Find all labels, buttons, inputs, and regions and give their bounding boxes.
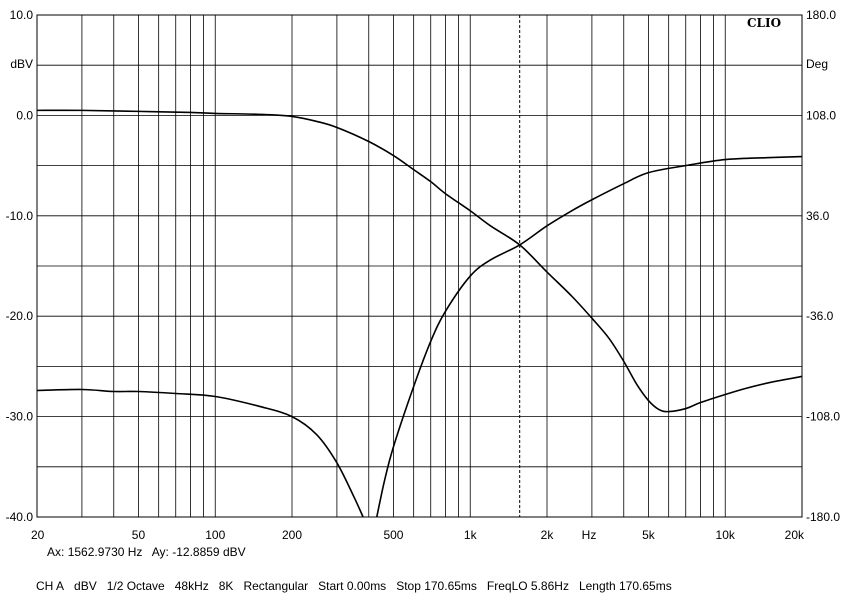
series-line-3 (375, 155, 803, 518)
y-right-tick-label: -36.0 (806, 309, 834, 323)
measurement-status-bar: CH A dBV 1/2 Octave 48kHz 8K Rectangular Start… (36, 579, 682, 593)
status-item: Rectangular (243, 579, 309, 593)
clio-brand-label: CLIO (747, 16, 781, 30)
ay-value: -12.8859 dBV (172, 545, 246, 559)
status-item: 1/2 Octave (106, 579, 165, 593)
y-left-tick-label: -20.0 (6, 309, 34, 323)
chart-curves (36, 109, 803, 518)
status-item: 48kHz (174, 579, 209, 593)
x-tick-label: 50 (132, 528, 146, 540)
y-right-tick-label: -108.0 (806, 410, 840, 424)
y-right-unit-label: Deg (806, 57, 828, 71)
y-left-tick-label: -10.0 (6, 209, 34, 223)
status-item: Start 0.00ms (318, 579, 387, 593)
plot-frame (36, 14, 803, 518)
status-item: Stop 170.65ms (396, 579, 477, 593)
cursor-readout: Ax: 1562.9730 Hz Ay: -12.8859 dBV (47, 545, 246, 559)
frequency-response-chart: 10.0 0.0 -10.0 -20.0 -30.0 -40.0 180.0 108.0 36.… (6, 8, 841, 540)
y-right-tick-label: 36.0 (806, 209, 830, 223)
y-left-tick-label: 0.0 (16, 108, 33, 122)
series-line-2 (36, 388, 364, 518)
y-right-tick-label: -180.0 (806, 510, 840, 524)
y-left-tick-label: -40.0 (6, 510, 34, 524)
x-tick-label: 1k (464, 528, 478, 540)
ay-label: Ay: (151, 545, 169, 559)
axis-labels: 10.0 0.0 -10.0 -20.0 -30.0 -40.0 180.0 108.0 36.… (6, 8, 841, 540)
y-right-tick-label: 180.0 (806, 8, 836, 22)
x-tick-label: 500 (383, 528, 403, 540)
chart-grid (37, 15, 802, 517)
x-tick-label: 100 (205, 528, 225, 540)
x-tick-label: 2k (541, 528, 555, 540)
series-line-1 (36, 109, 803, 413)
x-tick-label: 200 (282, 528, 302, 540)
ax-label: Ax: (47, 545, 65, 559)
x-tick-label: 20k (785, 528, 805, 540)
x-tick-label: 20 (31, 528, 45, 540)
x-tick-label: 5k (642, 528, 656, 540)
x-tick-label: 10k (716, 528, 736, 540)
status-item: Length 170.65ms (578, 579, 672, 593)
y-left-tick-label: 10.0 (10, 8, 34, 22)
y-left-tick-label: -30.0 (6, 410, 34, 424)
ax-value: 1562.9730 Hz (67, 545, 143, 559)
x-unit-label: Hz (582, 528, 597, 540)
y-right-tick-label: 108.0 (806, 108, 836, 122)
y-left-unit-label: dBV (10, 57, 33, 71)
status-item: FreqLO 5.86Hz (486, 579, 569, 593)
status-item: dBV (74, 579, 97, 593)
status-item: 8K (218, 579, 234, 593)
status-item: CH A (36, 579, 65, 593)
